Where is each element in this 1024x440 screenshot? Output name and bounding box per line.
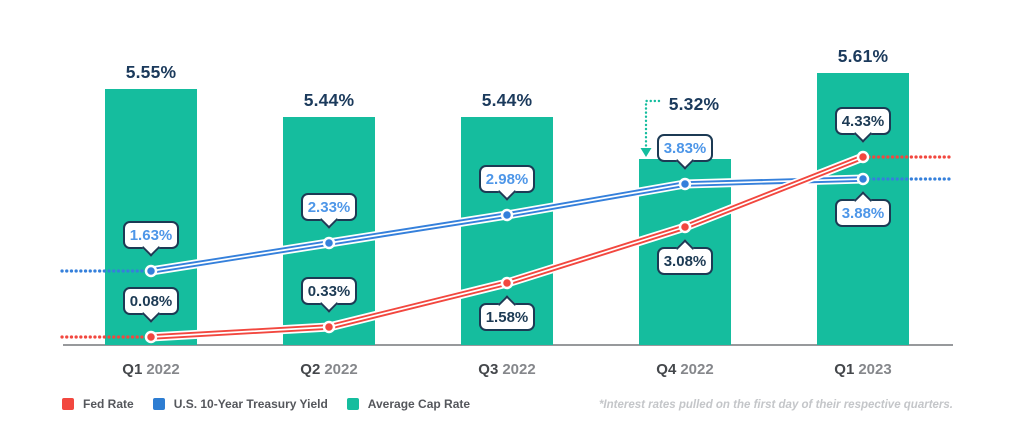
legend-item: Average Cap Rate [346,397,471,411]
fed-rate-callout-value: 0.08% [129,292,173,310]
treasury-yield-callout-value: 2.98% [485,170,529,188]
x-axis-year: 2022 [324,361,358,378]
footnote: *Interest rates pulled on the first day … [598,399,953,411]
legend-item: U.S. 10-Year Treasury Yield [152,397,328,411]
x-axis-year: 2022 [502,361,536,378]
treasury-yield-callout: 3.88% [835,191,891,227]
fed-rate-callout: 0.08% [123,287,179,323]
cap-rate-value-label: 5.44% [303,90,355,110]
decline-arrow-head [640,148,652,157]
legend-label: Average Cap Rate [367,397,471,411]
legend-label: U.S. 10-Year Treasury Yield [173,397,328,411]
cap-rate-value-label: 5.44% [481,90,533,110]
x-axis-label: Q4 2022 [615,361,755,378]
x-axis-quarter: Q3 [478,361,499,378]
legend-swatch [62,398,74,410]
treasury-yield-line-point [678,177,692,191]
fed-rate-line-point [500,276,514,290]
x-axis-quarter: Q2 [300,361,321,378]
treasury-yield-line-point [322,236,336,250]
treasury-yield-line-point [144,264,158,278]
x-axis-label: Q2 2022 [259,361,399,378]
fed-rate-line-point [144,330,158,344]
x-axis-label: Q3 2022 [437,361,577,378]
x-axis-quarter: Q1 [122,361,143,378]
x-axis-year: 2023 [858,361,892,378]
cap-rate-value-label: 5.32% [668,94,720,114]
fed-rate-line-point [322,320,336,334]
fed-rate-line-point [678,220,692,234]
treasury-yield-line-point [500,208,514,222]
x-axis-year: 2022 [146,361,180,378]
x-axis-baseline [63,344,953,346]
fed-rate-callout-value: 3.08% [663,252,707,270]
treasury-yield-callout: 2.33% [301,193,357,229]
treasury-yield-callout: 1.63% [123,221,179,257]
fed-rate-callout-value: 1.58% [485,308,529,326]
legend-label: Fed Rate [83,397,134,411]
cap-rate-value-label: 5.61% [837,46,889,66]
cap-rate-value-label: 5.55% [125,62,177,82]
fed-rate-callout: 4.33% [835,107,891,143]
fed-rate-callout-value: 0.33% [307,282,351,300]
treasury-yield-callout: 3.83% [657,134,713,170]
treasury-yield-callout-value: 3.88% [841,204,885,222]
treasury-yield-callout: 2.98% [479,165,535,201]
x-axis-label: Q1 2022 [81,361,221,378]
x-axis-label: Q1 2023 [793,361,933,378]
fed-rate-callout: 0.33% [301,277,357,313]
x-axis-quarter: Q1 [834,361,855,378]
x-axis-quarter: Q4 [656,361,677,378]
treasury-yield-callout-value: 3.83% [663,139,707,157]
legend-swatch [346,398,359,410]
treasury-yield-callout-value: 1.63% [129,226,173,244]
fed-rate-callout-value: 4.33% [841,112,885,130]
fed-rate-line-point [856,150,870,164]
treasury-yield-line-point [856,172,870,186]
chart-legend: Fed Rate U.S. 10-Year Treasury Yield Avera… [62,397,470,411]
decline-arrow-dotted-line [644,99,661,150]
treasury-yield-callout-value: 2.33% [307,198,351,216]
legend-swatch [152,398,165,410]
legend-item: Fed Rate [62,397,134,411]
fed-rate-callout: 1.58% [479,295,535,331]
fed-rate-callout: 3.08% [657,239,713,275]
x-axis-year: 2022 [680,361,714,378]
